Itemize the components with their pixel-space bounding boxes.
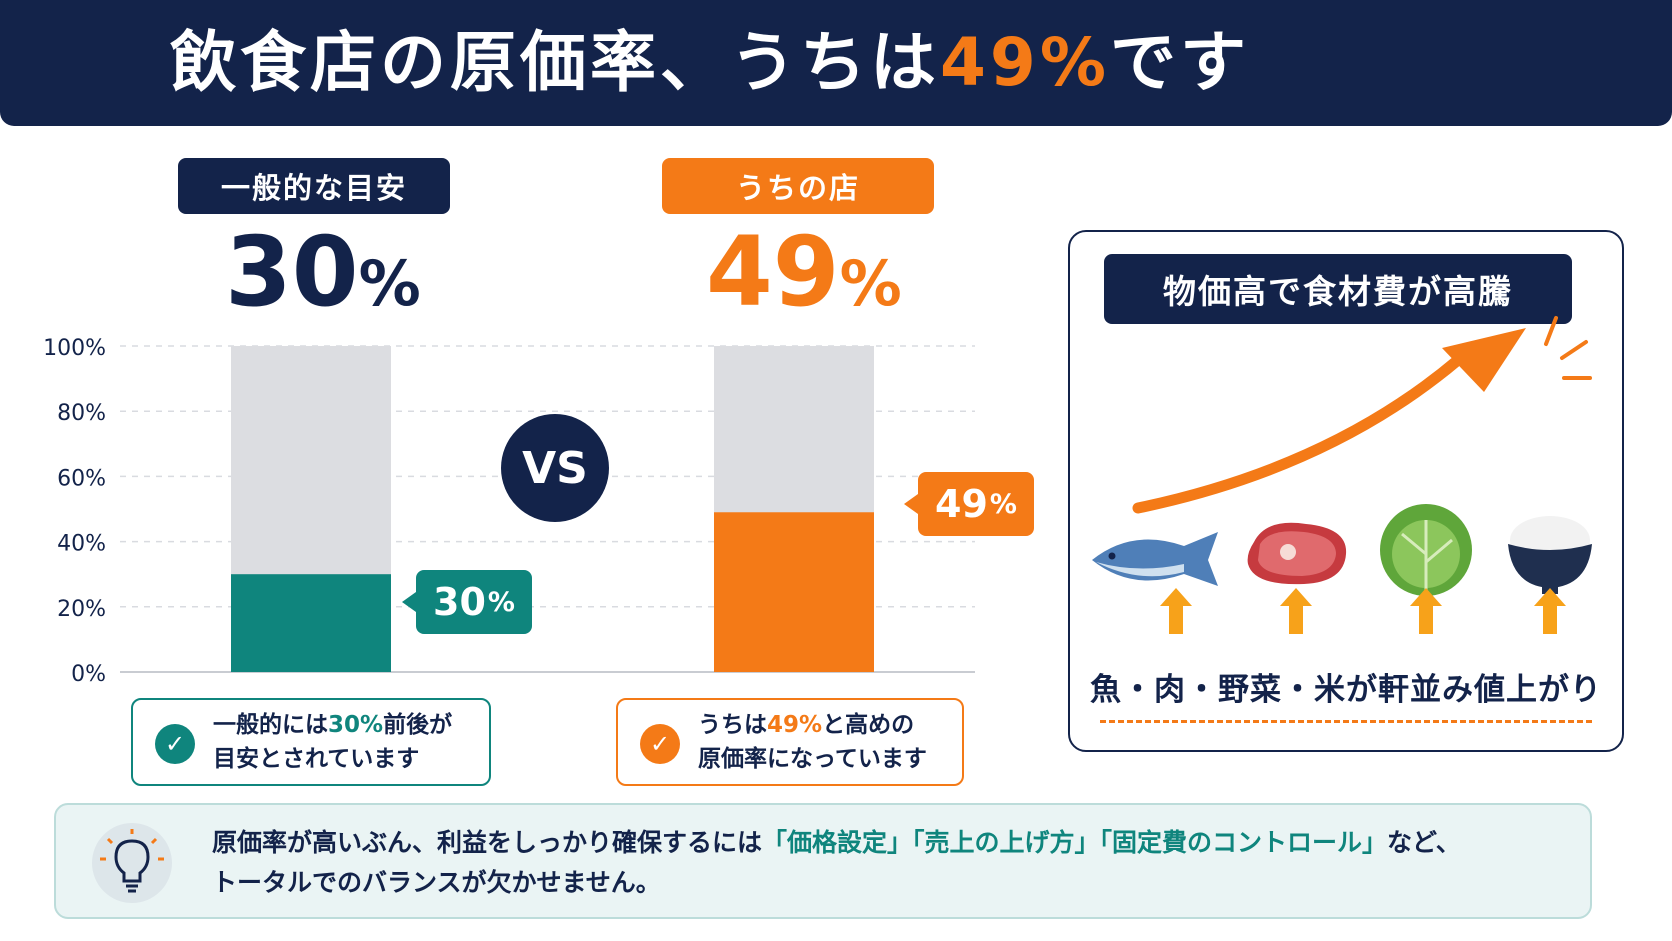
big-percent-ours: 49% (706, 216, 902, 328)
up-arrow-icon (1280, 588, 1312, 634)
data-label-general: 30% (402, 570, 532, 634)
price-rise-panel: 物価高で食材費が高騰 (1068, 230, 1624, 752)
up-arrow-icon (1160, 588, 1192, 634)
dashed-divider (1100, 720, 1592, 723)
panel-title: 物価高で食材費が高騰 (1104, 254, 1572, 324)
title-text: 飲食店の原価率、うちは (170, 24, 940, 101)
rising-arrow-icon (1132, 316, 1592, 514)
up-arrow-icon (1410, 588, 1442, 634)
y-tick-label: 60% (57, 466, 106, 491)
header-banner: 飲食店の原価率、うちは49%です (0, 0, 1672, 126)
tip-box: 原価率が高いぶん、利益をしっかり確保するには「価格設定」「売上の上げ方」「固定費… (54, 803, 1592, 919)
tip-text: 原価率が高いぶん、利益をしっかり確保するには「価格設定」「売上の上げ方」「固定費… (212, 828, 1461, 897)
rice-icon (1508, 516, 1592, 594)
y-tick-label: 80% (57, 401, 106, 426)
lightbulb-icon (92, 823, 172, 903)
page-title: 飲食店の原価率、うちは49%です (0, 22, 1420, 104)
up-arrow-icon (1534, 588, 1566, 634)
cabbage-icon (1380, 504, 1472, 596)
vs-badge: VS (501, 414, 609, 522)
y-tick-label: 40% (57, 532, 106, 557)
y-tick-label: 20% (57, 597, 106, 622)
note-general: ✓ 一般的には30%前後が 目安とされています (131, 698, 491, 786)
panel-caption: 魚・肉・野菜・米が軒並み値上がり (1090, 672, 1602, 708)
cost-ratio-bar-chart: 0% 20% 40% 60% 80% 100% (43, 336, 975, 687)
note-general-text: 一般的には30%前後が 目安とされています (213, 712, 453, 772)
meat-icon (1247, 522, 1347, 585)
label-general: 一般的な目安 (178, 158, 450, 214)
panel-illustration (1092, 316, 1592, 634)
big-percent-general: 30% (225, 216, 421, 328)
check-icon: ✓ (640, 724, 680, 764)
title-accent: 49% (940, 24, 1110, 101)
note-ours: ✓ うちは49%と高めの 原価率になっています (616, 698, 964, 786)
fish-icon (1092, 532, 1218, 586)
bar (714, 512, 874, 672)
label-ours: うちの店 (662, 158, 934, 214)
bar (231, 574, 391, 672)
y-tick-label: 100% (43, 336, 106, 361)
y-tick-label: 0% (71, 662, 106, 687)
data-label-ours: 49% (904, 472, 1034, 536)
check-icon: ✓ (155, 724, 195, 764)
title-suffix: です (1109, 24, 1250, 101)
note-ours-text: うちは49%と高めの 原価率になっています (698, 712, 927, 772)
